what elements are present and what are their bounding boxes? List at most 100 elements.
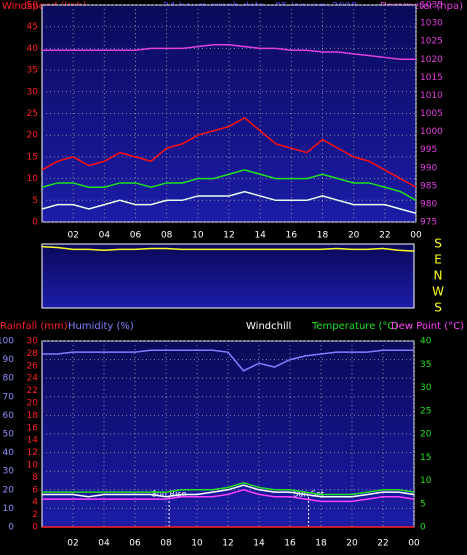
legend-dew-point: Dew Point (°C) <box>391 321 464 332</box>
y3-tick-label: 12 <box>27 448 38 458</box>
x-tick-label: 04 <box>99 231 111 241</box>
y-tick-label: 15 <box>27 152 38 162</box>
y3-tick-label: 30 <box>27 337 39 347</box>
y2-tick-label: 980 <box>420 199 437 209</box>
y-tick-label: 40 <box>27 44 39 54</box>
x-tick-label: 00 <box>410 231 422 241</box>
x-tick-label: 18 <box>317 231 329 241</box>
x-tick-label: 10 <box>192 231 204 241</box>
y-tick-label: 10 <box>27 174 39 184</box>
x-tick-label: 16 <box>284 539 296 549</box>
y2-tick-label: 0 <box>420 523 426 533</box>
y2-tick-label: 990 <box>420 163 437 173</box>
y3-tick-label: 0 <box>32 523 38 533</box>
series-line <box>42 484 415 498</box>
x-tick-label: 02 <box>67 539 78 549</box>
y-tick-label: 90 <box>3 355 15 365</box>
y3-tick-label: 28 <box>27 349 39 359</box>
y-tick-label: 40 <box>3 448 15 458</box>
x-tick-label: 14 <box>253 539 265 549</box>
y2-tick-label: 995 <box>420 145 437 155</box>
y-tick-label: 0 <box>32 218 38 228</box>
y-tick-label: 20 <box>27 131 39 141</box>
annotation: Sun Rise <box>152 490 187 499</box>
y2-tick-label: 1035 <box>420 1 443 11</box>
x-tick-label: 00 <box>408 539 420 549</box>
x-tick-label: 14 <box>254 231 266 241</box>
y2-tick-label: 1030 <box>420 19 443 29</box>
series-line <box>41 190 417 215</box>
y-tick-label: 30 <box>27 87 39 97</box>
y3-tick-label: 26 <box>27 361 39 371</box>
x-tick-label: 18 <box>315 539 327 549</box>
series-line <box>41 245 415 252</box>
x-tick-label: 06 <box>130 231 142 241</box>
y3-tick-label: 24 <box>27 374 39 384</box>
y2-tick-label: 25 <box>420 406 431 416</box>
x-tick-label: 20 <box>346 539 358 549</box>
legend-windchill: Windchill <box>246 321 291 332</box>
x-tick-label: 10 <box>191 539 203 549</box>
x-tick-label: 12 <box>223 231 234 241</box>
series-line <box>41 169 417 201</box>
y-tick-label: 0 <box>8 523 14 533</box>
y-tick-label: 5 <box>32 196 38 206</box>
y-tick-label: 70 <box>3 392 15 402</box>
y-tick-label: S <box>434 301 442 315</box>
y3-tick-label: 4 <box>32 498 38 508</box>
legend-humidity: Humidity (%) <box>68 321 134 332</box>
y-tick-label: 50 <box>3 430 15 440</box>
y2-tick-label: 1005 <box>420 109 443 119</box>
series-line <box>42 349 414 372</box>
x-tick-label: 02 <box>67 231 78 241</box>
y2-tick-label: 1010 <box>420 91 443 101</box>
y-tick-label: 50 <box>27 1 39 11</box>
y-tick-label: W <box>432 285 444 299</box>
y2-tick-label: 1000 <box>420 127 443 137</box>
y2-tick-label: 5 <box>420 499 426 509</box>
y-tick-label: 35 <box>27 66 38 76</box>
y3-tick-label: 22 <box>27 386 38 396</box>
legend-rainfall: Rainfall (mm) <box>0 321 68 332</box>
y-tick-label: N <box>434 269 443 283</box>
y3-tick-label: 6 <box>32 485 38 495</box>
y-tick-label: 20 <box>3 485 15 495</box>
y-tick-label: 100 <box>0 337 14 347</box>
y-tick-label: 45 <box>27 22 38 32</box>
y-tick-label: E <box>434 253 442 267</box>
series-line <box>41 116 417 188</box>
y2-tick-label: 985 <box>420 181 437 191</box>
series-line <box>42 482 415 496</box>
annotation: Sun Set <box>293 490 324 499</box>
y3-tick-label: 18 <box>27 411 39 421</box>
y-tick-label: 30 <box>3 467 15 477</box>
series-line <box>42 44 416 60</box>
y2-tick-label: 30 <box>420 383 432 393</box>
y2-tick-label: 35 <box>420 360 431 370</box>
y-tick-label: 10 <box>3 504 15 514</box>
y2-tick-label: 1015 <box>420 73 443 83</box>
y2-tick-label: 10 <box>420 476 432 486</box>
y3-tick-label: 10 <box>27 461 39 471</box>
y2-tick-label: 1020 <box>420 55 443 65</box>
x-tick-label: 06 <box>129 539 141 549</box>
y2-tick-label: 40 <box>420 337 432 347</box>
y-tick-label: 80 <box>3 374 15 384</box>
y3-tick-label: 2 <box>32 510 38 520</box>
x-tick-label: 20 <box>348 231 360 241</box>
x-tick-label: 08 <box>161 231 173 241</box>
legend-temperature: Temperature (°C) <box>311 321 398 332</box>
x-tick-label: 22 <box>377 539 388 549</box>
y3-tick-label: 20 <box>27 399 39 409</box>
y3-tick-label: 14 <box>27 436 39 446</box>
y2-tick-label: 1025 <box>420 37 443 47</box>
y3-tick-label: 8 <box>32 473 38 483</box>
x-tick-label: 22 <box>379 231 390 241</box>
x-tick-label: 04 <box>98 539 110 549</box>
series-line <box>42 489 415 503</box>
y-tick-label: 25 <box>27 109 38 119</box>
y2-tick-label: 975 <box>420 218 437 228</box>
y3-tick-label: 16 <box>27 423 39 433</box>
plot-area <box>41 243 415 309</box>
